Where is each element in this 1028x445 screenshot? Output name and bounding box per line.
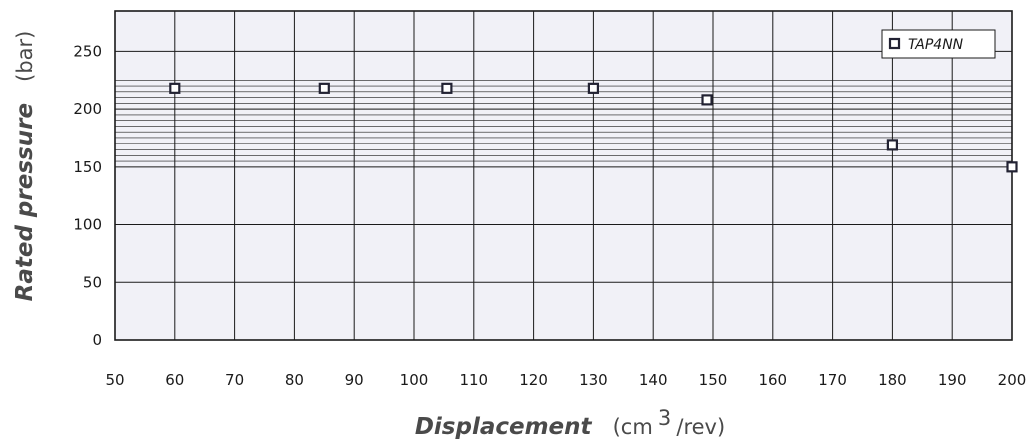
x-tick-label: 130 <box>579 371 608 389</box>
x-tick-label: 100 <box>400 371 429 389</box>
x-axis-unit-suffix: /rev) <box>676 415 725 439</box>
x-tick-labels: 50 60 70 80 90 100 110 120 130 140 150 160 170 180 190… <box>105 371 1026 389</box>
x-tick-label: 80 <box>285 371 304 389</box>
legend: TAP4NN <box>881 29 996 59</box>
x-tick-label: 150 <box>699 371 728 389</box>
data-point <box>318 82 330 94</box>
y-tick-label: 200 <box>73 100 102 118</box>
legend-label: TAP4NN <box>908 37 964 53</box>
data-point <box>886 139 899 151</box>
y-axis-label: Rated pressure (bar) <box>12 31 38 302</box>
x-tick-label: 60 <box>165 371 184 389</box>
x-axis-title: Displacement <box>415 414 593 440</box>
x-tick-label: 90 <box>345 371 364 389</box>
y-tick-label: 100 <box>73 216 102 234</box>
plot-area <box>115 11 1012 340</box>
plot-frame <box>114 10 1013 341</box>
x-tick-label: 190 <box>938 371 967 389</box>
x-tick-label: 110 <box>459 371 488 389</box>
x-tick-label: 50 <box>105 371 124 389</box>
y-tick-label: 150 <box>73 158 102 176</box>
x-tick-label: 70 <box>225 371 244 389</box>
data-point <box>441 82 453 94</box>
x-tick-label: 120 <box>519 371 548 389</box>
data-point <box>701 94 713 106</box>
x-tick-label: 140 <box>639 371 668 389</box>
minor-grid <box>115 79 1012 162</box>
x-axis-unit-superscript: 3 <box>658 406 671 430</box>
x-tick-label: 180 <box>878 371 907 389</box>
y-tick-label: 0 <box>92 331 102 349</box>
x-tick-label: 160 <box>758 371 787 389</box>
major-grid <box>115 11 1012 340</box>
x-tick-label: 200 <box>998 371 1027 389</box>
y-axis-title: Rated pressure <box>12 103 38 301</box>
data-point <box>169 82 181 94</box>
x-axis-unit-prefix: (cm <box>613 415 653 439</box>
data-point <box>1006 161 1018 173</box>
x-axis-label: Displacement (cm 3 /rev) <box>415 406 725 440</box>
data-points <box>169 82 1018 173</box>
legend-marker <box>888 37 901 50</box>
y-axis-unit: (bar) <box>13 31 37 82</box>
x-tick-label: 170 <box>818 371 847 389</box>
data-point <box>587 82 600 94</box>
y-tick-label: 250 <box>73 42 102 60</box>
legend-box <box>881 29 996 59</box>
y-tick-label: 50 <box>83 273 102 291</box>
y-tick-labels: 0 50 100 150 200 250 <box>73 42 102 349</box>
